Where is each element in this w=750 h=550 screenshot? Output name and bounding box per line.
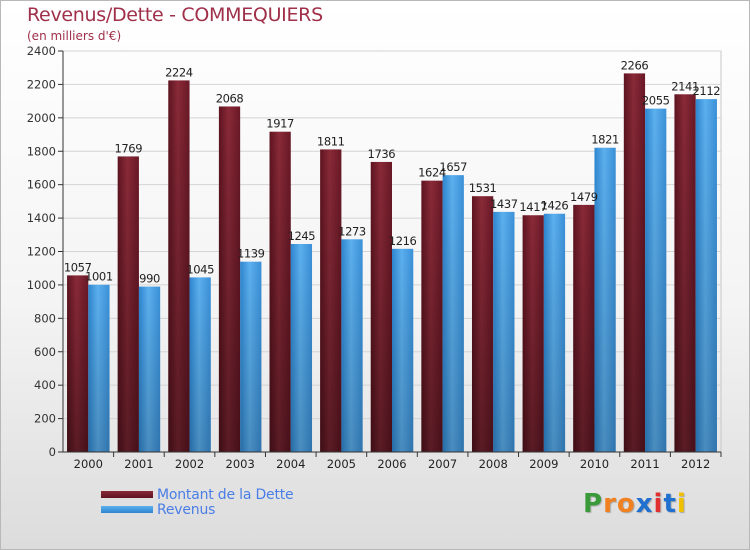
data-label-dette: 1811 bbox=[317, 134, 345, 148]
bar-dette-shade bbox=[218, 106, 241, 452]
legend: Montant de la Dette Revenus bbox=[101, 486, 294, 518]
bar-dette-shade bbox=[471, 196, 494, 452]
y-tick-label: 2200 bbox=[27, 77, 56, 91]
data-label-revenus: 1273 bbox=[338, 224, 366, 238]
bar-dette-shade bbox=[623, 73, 646, 453]
bar-revenus-shade bbox=[341, 239, 363, 452]
data-label-revenus: 990 bbox=[139, 272, 160, 286]
logo-letter: P bbox=[583, 489, 604, 519]
data-label-revenus: 1139 bbox=[237, 247, 265, 261]
data-label-dette: 1417 bbox=[519, 200, 547, 214]
chart-title: Revenus/Dette - COMMEQUIERS bbox=[27, 4, 323, 26]
bar-dette-shade bbox=[269, 131, 291, 453]
bar-dette-shade bbox=[573, 204, 595, 452]
x-tick-label: 2006 bbox=[377, 457, 406, 471]
bar-revenus-shade bbox=[442, 175, 464, 452]
data-label-dette: 1624 bbox=[418, 166, 446, 180]
data-label-dette: 1479 bbox=[570, 190, 598, 204]
data-label-revenus: 1216 bbox=[389, 234, 417, 248]
data-label-revenus: 2055 bbox=[642, 94, 670, 108]
chart-subtitle: (en milliers d'€) bbox=[27, 29, 122, 43]
x-tick-label: 2012 bbox=[681, 457, 710, 471]
y-tick-label: 0 bbox=[49, 445, 56, 459]
y-tick-label: 400 bbox=[34, 378, 56, 392]
bar-revenus-shade bbox=[240, 261, 262, 452]
bar-dette-shade bbox=[67, 275, 89, 452]
bar-revenus-shade bbox=[88, 284, 110, 452]
bar-revenus-shade bbox=[695, 99, 717, 453]
x-tick-label: 2002 bbox=[175, 457, 204, 471]
x-tick-label: 2007 bbox=[428, 457, 457, 471]
bar-revenus-shade bbox=[645, 108, 667, 453]
y-tick-label: 1400 bbox=[27, 211, 56, 225]
data-label-dette: 1769 bbox=[114, 141, 142, 155]
bar-revenus-shade bbox=[138, 286, 161, 452]
bar-dette-shade bbox=[117, 156, 139, 453]
bar-revenus-shade bbox=[189, 277, 211, 452]
data-label-dette: 2141 bbox=[671, 79, 699, 93]
bar-dette-shade bbox=[370, 161, 392, 452]
y-tick-label: 2400 bbox=[27, 44, 56, 58]
bar-dette-shade bbox=[320, 149, 342, 452]
data-label-revenus: 1001 bbox=[85, 270, 113, 284]
x-tick-label: 2000 bbox=[74, 457, 103, 471]
logo-letter: i bbox=[653, 489, 664, 519]
logo-letter: i bbox=[676, 489, 687, 519]
data-label-revenus: 1045 bbox=[186, 262, 214, 276]
data-label-revenus: 1437 bbox=[490, 197, 518, 211]
legend-item-revenus: Revenus bbox=[101, 501, 293, 518]
bar-dette-shade bbox=[168, 80, 190, 452]
logo-letter: o bbox=[616, 489, 636, 519]
data-label-revenus: 1821 bbox=[591, 133, 619, 147]
legend-swatch-revenus bbox=[101, 506, 153, 513]
data-label-revenus: 1657 bbox=[439, 160, 467, 174]
y-tick-label: 800 bbox=[34, 311, 56, 325]
x-tick-label: 2011 bbox=[630, 457, 659, 471]
x-tick-label: 2003 bbox=[226, 457, 255, 471]
x-tick-label: 2009 bbox=[529, 457, 558, 471]
x-tick-label: 2008 bbox=[479, 457, 508, 471]
data-label-revenus: 1245 bbox=[288, 229, 316, 243]
data-label-revenus: 2112 bbox=[692, 84, 720, 98]
bar-revenus-shade bbox=[290, 243, 313, 452]
logo-letter: x bbox=[635, 489, 654, 519]
data-label-dette: 1917 bbox=[266, 117, 294, 131]
bar-dette-shade bbox=[522, 215, 544, 452]
bar-revenus-shade bbox=[493, 211, 515, 452]
legend-swatch-dette bbox=[101, 491, 153, 498]
bar-revenus-shade bbox=[594, 147, 616, 452]
bar-revenus-shade bbox=[543, 213, 566, 452]
y-tick-label: 2000 bbox=[27, 111, 56, 125]
data-label-dette: 1736 bbox=[368, 147, 396, 161]
y-tick-label: 200 bbox=[34, 412, 56, 426]
data-label-revenus: 1426 bbox=[541, 199, 569, 213]
y-tick-label: 1000 bbox=[27, 278, 56, 292]
legend-label-revenus: Revenus bbox=[157, 501, 216, 518]
legend-label-dette: Montant de la Dette bbox=[157, 486, 294, 503]
bar-dette-shade bbox=[421, 180, 443, 452]
x-tick-label: 2005 bbox=[327, 457, 356, 471]
bar-revenus-shade bbox=[392, 248, 414, 452]
y-tick-label: 1600 bbox=[27, 178, 56, 192]
y-tick-label: 1200 bbox=[27, 245, 56, 259]
bar-dette-shade bbox=[674, 94, 696, 452]
data-label-dette: 1531 bbox=[469, 181, 497, 195]
logo-letter: r bbox=[603, 489, 617, 519]
data-label-dette: 2224 bbox=[165, 65, 193, 79]
proxiti-logo: Proxiti bbox=[583, 489, 687, 519]
logo-letter: t bbox=[663, 489, 677, 519]
x-tick-label: 2004 bbox=[276, 457, 305, 471]
y-tick-label: 1800 bbox=[27, 144, 56, 158]
legend-item-dette: Montant de la Dette bbox=[101, 486, 294, 503]
data-label-dette: 2068 bbox=[216, 91, 244, 105]
y-tick-label: 600 bbox=[34, 345, 56, 359]
x-tick-label: 2001 bbox=[124, 457, 153, 471]
data-label-dette: 2266 bbox=[621, 58, 649, 72]
x-tick-label: 2010 bbox=[580, 457, 609, 471]
data-label-dette: 1057 bbox=[64, 260, 92, 274]
